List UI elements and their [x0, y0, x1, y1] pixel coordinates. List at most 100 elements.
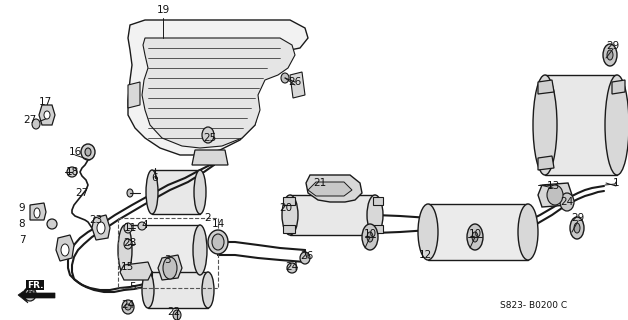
Text: 26: 26	[300, 251, 313, 261]
Polygon shape	[538, 80, 554, 94]
Ellipse shape	[547, 185, 563, 205]
Ellipse shape	[193, 225, 207, 275]
Ellipse shape	[202, 272, 214, 308]
Polygon shape	[373, 225, 383, 233]
Ellipse shape	[85, 148, 91, 156]
Ellipse shape	[362, 224, 378, 250]
Ellipse shape	[47, 219, 57, 229]
Ellipse shape	[367, 195, 383, 235]
Text: 2: 2	[205, 213, 211, 223]
Ellipse shape	[138, 222, 146, 230]
Text: 3: 3	[164, 255, 170, 265]
Polygon shape	[290, 72, 305, 98]
Ellipse shape	[300, 252, 310, 264]
Text: 22: 22	[168, 307, 181, 317]
Ellipse shape	[603, 44, 617, 66]
Ellipse shape	[467, 224, 483, 250]
Polygon shape	[283, 225, 295, 233]
Ellipse shape	[81, 144, 95, 160]
Ellipse shape	[142, 272, 154, 308]
Text: 24: 24	[285, 262, 299, 272]
Text: 18: 18	[65, 167, 78, 177]
Polygon shape	[142, 38, 295, 148]
Ellipse shape	[24, 287, 36, 301]
Polygon shape	[128, 82, 140, 108]
Text: 11: 11	[123, 223, 137, 233]
Text: 10: 10	[364, 229, 377, 239]
Text: 20: 20	[279, 203, 293, 213]
Polygon shape	[56, 235, 74, 261]
Text: 17: 17	[38, 97, 51, 107]
Ellipse shape	[67, 167, 77, 177]
Polygon shape	[306, 175, 362, 202]
Text: 14: 14	[212, 219, 225, 229]
Text: 29: 29	[571, 213, 585, 223]
Bar	[125, 225, 200, 275]
Ellipse shape	[125, 304, 131, 310]
Text: 29: 29	[607, 41, 620, 51]
Bar	[118, 218, 218, 288]
Text: 27: 27	[75, 188, 89, 198]
Polygon shape	[39, 105, 55, 125]
Ellipse shape	[281, 73, 289, 83]
Text: 19: 19	[156, 5, 170, 15]
Ellipse shape	[212, 234, 224, 250]
Polygon shape	[128, 20, 308, 155]
Text: 5: 5	[130, 282, 136, 292]
Ellipse shape	[127, 189, 133, 197]
Polygon shape	[538, 183, 572, 207]
Polygon shape	[612, 80, 625, 94]
Ellipse shape	[124, 223, 132, 233]
Ellipse shape	[208, 230, 228, 254]
Ellipse shape	[472, 232, 478, 242]
Text: S823- B0200 C: S823- B0200 C	[500, 300, 567, 309]
Ellipse shape	[607, 50, 613, 60]
Polygon shape	[158, 255, 182, 280]
Text: 16: 16	[68, 147, 82, 157]
Polygon shape	[192, 150, 228, 165]
Text: 21: 21	[313, 178, 327, 188]
Polygon shape	[120, 262, 152, 280]
Ellipse shape	[146, 170, 158, 214]
Text: 9: 9	[19, 203, 25, 213]
Polygon shape	[92, 215, 110, 240]
Polygon shape	[308, 182, 352, 196]
Polygon shape	[283, 197, 295, 205]
Ellipse shape	[367, 232, 373, 242]
Ellipse shape	[570, 217, 584, 239]
Ellipse shape	[202, 127, 214, 143]
Text: 13: 13	[546, 181, 560, 191]
Polygon shape	[373, 197, 383, 205]
Ellipse shape	[61, 244, 69, 256]
Text: 8: 8	[19, 219, 25, 229]
Bar	[290, 195, 375, 235]
Ellipse shape	[124, 239, 132, 249]
Text: FR.: FR.	[27, 281, 43, 290]
Ellipse shape	[173, 310, 181, 320]
Text: 23: 23	[89, 215, 102, 225]
Ellipse shape	[287, 263, 297, 273]
Text: 12: 12	[418, 250, 431, 260]
Ellipse shape	[533, 75, 557, 175]
Bar	[428, 204, 528, 260]
Text: 28: 28	[123, 238, 137, 248]
Text: 6: 6	[152, 173, 158, 183]
Text: 24: 24	[23, 289, 36, 299]
Ellipse shape	[34, 208, 40, 218]
Ellipse shape	[27, 291, 33, 297]
Ellipse shape	[122, 300, 134, 314]
Text: 15: 15	[121, 262, 134, 272]
Ellipse shape	[44, 111, 50, 119]
Bar	[545, 75, 617, 175]
Ellipse shape	[560, 193, 574, 211]
Text: 10: 10	[468, 229, 482, 239]
Ellipse shape	[97, 222, 105, 234]
Text: 26: 26	[288, 77, 301, 87]
Ellipse shape	[32, 119, 40, 129]
Polygon shape	[18, 288, 55, 303]
Ellipse shape	[418, 204, 438, 260]
Polygon shape	[30, 203, 46, 220]
Text: 24: 24	[560, 197, 573, 207]
Text: 25: 25	[203, 133, 217, 143]
Text: 27: 27	[23, 115, 36, 125]
